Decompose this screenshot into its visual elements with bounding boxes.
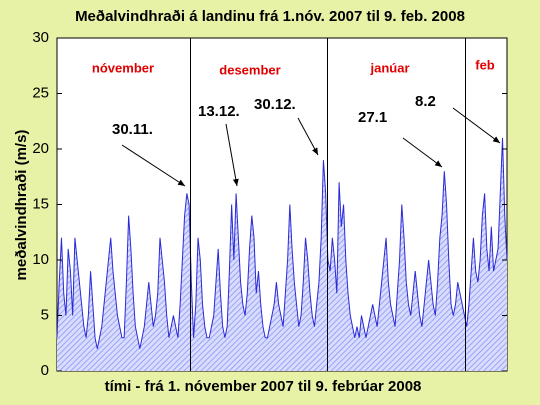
x-axis-title: tími - frá 1. nóvember 2007 til 9. febrú…	[105, 378, 422, 395]
month-label: nóvember	[92, 60, 154, 75]
annotation-arrow	[402, 137, 443, 168]
annotation-arrow	[225, 123, 239, 187]
annotation: 27.1	[358, 109, 387, 126]
annotation-arrow	[297, 117, 319, 156]
y-tick-label: 10	[32, 251, 49, 268]
line	[56, 137, 508, 349]
y-tick-label: 20	[32, 140, 49, 157]
y-axis-title: meðalvindhraði (m/s)	[13, 130, 30, 281]
y-tick-label: 5	[41, 306, 49, 323]
annotation: 30.11.	[112, 121, 153, 138]
y-tick-label: 30	[32, 29, 49, 46]
area	[57, 137, 507, 371]
y-tick-label: 0	[41, 362, 49, 379]
annotation-arrow	[452, 107, 501, 144]
annotation-arrow	[121, 144, 186, 187]
month-label: desember	[219, 62, 280, 77]
annotation: 30.12.	[254, 96, 296, 113]
chart-title: Meðalvindhraði á landinu frá 1.nóv. 2007…	[75, 8, 465, 25]
month-label: feb	[475, 57, 495, 72]
month-label: janúar	[369, 60, 409, 75]
annotation: 8.2	[415, 93, 436, 110]
y-tick-label: 15	[32, 195, 49, 212]
y-tick-label: 25	[32, 84, 49, 101]
annotation: 13.12.	[198, 103, 240, 120]
